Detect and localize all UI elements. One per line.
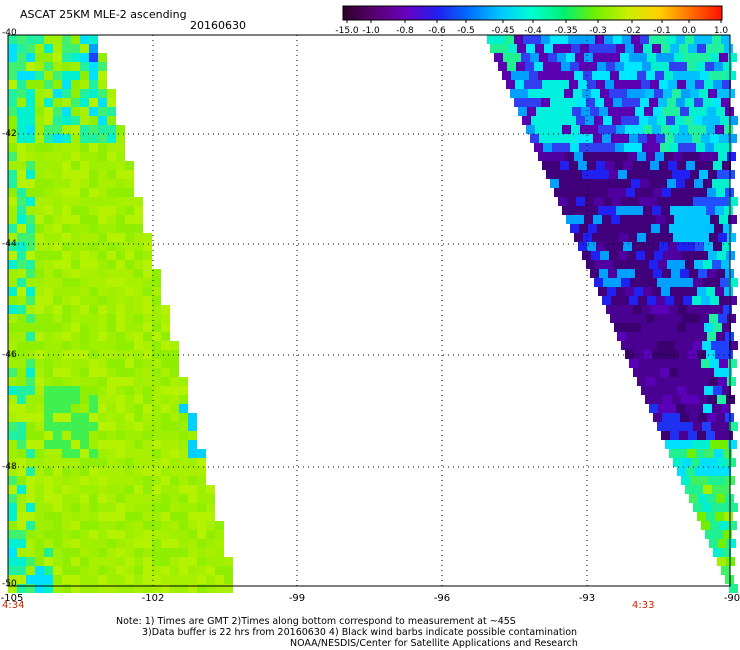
- right-swath: [487, 35, 738, 593]
- y-tick-label: -42: [2, 129, 17, 139]
- colorbar: [342, 5, 723, 23]
- x-tick-label: -102: [141, 593, 165, 604]
- lat-lon-grid: [8, 35, 730, 586]
- x-tick-label: -90: [723, 593, 740, 604]
- plot-frame: [7, 34, 731, 587]
- colorbar-tick-label: -0.8: [396, 26, 414, 36]
- plot-title: ASCAT 25KM MLE-2 ascending: [20, 8, 187, 21]
- colorbar-tick-label: -0.6: [428, 26, 446, 36]
- colorbar-tick-label: -0.2: [623, 26, 641, 36]
- note-line-1: Note: 1) Times are GMT 2)Times along bot…: [116, 616, 516, 627]
- left-swath: [8, 35, 233, 593]
- y-tick-label: -44: [2, 239, 17, 249]
- x-tick-label: -93: [578, 593, 596, 604]
- plot-date: 20160630: [190, 19, 246, 32]
- colorbar-tick-label: -0.1: [653, 26, 671, 36]
- x-tick-label: -105: [0, 593, 24, 604]
- right-swath-time: 4:33: [632, 600, 655, 611]
- left-swath-time: 4:34: [2, 600, 25, 611]
- colorbar-tick-label: -0.45: [491, 26, 515, 36]
- x-tick-label: -99: [288, 593, 306, 604]
- colorbar-tick-label: -0.35: [554, 26, 578, 36]
- colorbar-tick-label: -0.3: [589, 26, 607, 36]
- note-line-3: NOAA/NESDIS/Center for Satellite Applica…: [290, 638, 578, 649]
- colorbar-tick-label: -0.4: [524, 26, 542, 36]
- colorbar-tick-label: 0.0: [681, 26, 697, 36]
- note-line-2: 3)Data buffer is 22 hrs from 20160630 4)…: [142, 627, 578, 638]
- y-tick-label: -48: [2, 462, 17, 472]
- colorbar-scale: [342, 5, 723, 21]
- colorbar-tick-label: -15.0: [335, 26, 359, 36]
- colorbar-tick-label: -1.0: [362, 26, 380, 36]
- y-tick-label: -46: [2, 350, 17, 360]
- y-tick-label: -50: [2, 579, 17, 589]
- y-tick-label: -40: [2, 28, 17, 38]
- colorbar-tick-label: -0.5: [457, 26, 475, 36]
- colorbar-tick-label: 1.0: [713, 26, 729, 36]
- x-tick-label: -96: [433, 593, 451, 604]
